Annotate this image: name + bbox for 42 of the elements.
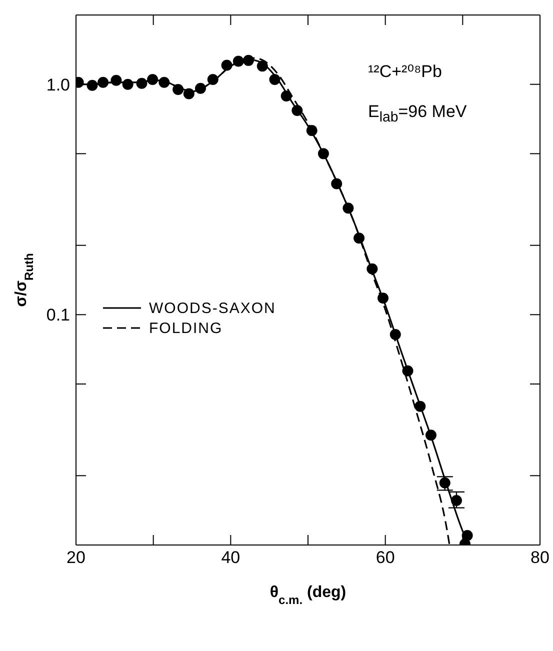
point [172,84,184,95]
point [280,90,292,102]
y-tick-label: 1.0 [46,75,70,94]
point [450,495,462,506]
point [98,76,109,88]
point [232,56,244,67]
point [86,80,98,91]
point [256,60,268,72]
point [425,430,436,441]
point [292,104,303,116]
point [342,202,354,214]
point [122,78,134,90]
x-tick-label: 80 [530,548,550,568]
point [158,76,170,88]
x-tick-label: 40 [221,548,240,568]
point [195,82,206,94]
x-tick-label: 20 [66,548,86,568]
point [207,74,218,85]
point [306,125,318,136]
point [147,74,158,85]
point [110,74,122,86]
point [390,329,401,340]
point [242,54,254,66]
point [378,292,389,304]
point [136,78,148,89]
point [439,477,450,488]
point [183,88,194,100]
point [402,365,414,376]
y-tick-label: 0.1 [46,306,70,325]
legend-label: FOLDING [149,320,223,336]
point [414,400,426,412]
point [354,232,365,244]
point [269,74,280,85]
point [366,263,378,274]
x-tick-label: 60 [376,548,395,568]
annotation: E$_{lab}$=96 MeV [368,101,467,128]
point [331,178,342,190]
annotation: ¹²C+²⁰⁸Pb [368,61,443,83]
point [221,60,232,71]
x-axis-title: θ$_{c.m.}$ (deg) [270,584,346,607]
legend-label: WOODS-SAXON [149,300,276,316]
point [318,148,329,160]
